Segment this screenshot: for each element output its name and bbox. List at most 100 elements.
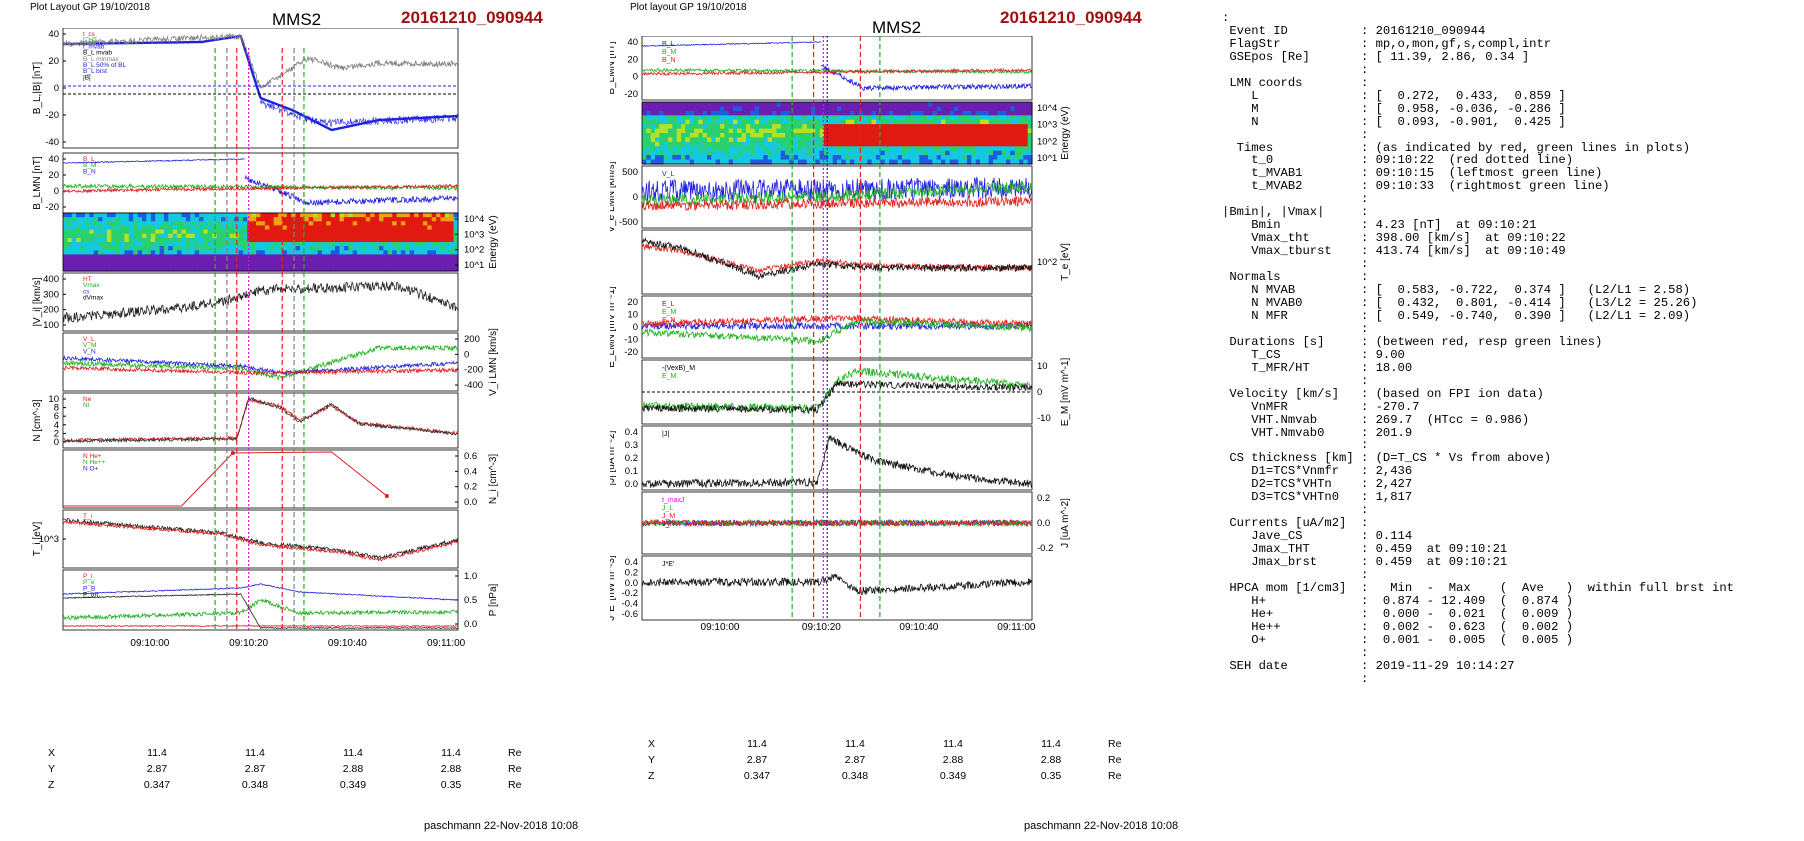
spectrogram-cell <box>828 146 834 152</box>
spectrogram-cell <box>694 115 699 121</box>
y-tick-label: 0 <box>633 322 638 333</box>
spectrogram-cell <box>177 250 183 255</box>
spectrogram-cell <box>150 229 156 235</box>
info-line: t_0 : 09:10:22 (red dotted line) <box>1222 153 1574 168</box>
y-tick-label: 10^2 <box>1037 136 1057 147</box>
spectrogram-cell <box>414 246 420 251</box>
spectrogram-cell <box>185 250 191 255</box>
spectrogram-cell <box>850 146 855 152</box>
spectrogram-cell <box>993 146 998 152</box>
spectrogram-cell <box>400 233 406 239</box>
spectrogram-cell <box>655 119 660 125</box>
spectrogram-cell <box>348 237 354 243</box>
spectrogram-cell <box>321 237 327 243</box>
spectrogram-cell <box>897 155 903 161</box>
spectrogram-cell <box>793 106 799 112</box>
spectrogram-cell <box>971 159 977 165</box>
spectrogram-cell <box>737 102 743 107</box>
spectrogram-cell <box>142 217 147 222</box>
spectrogram-cell <box>379 254 384 260</box>
spectrogram-cell <box>194 225 200 231</box>
spectrogram-cell <box>824 115 829 121</box>
spectrogram-cell <box>806 102 812 107</box>
spectrogram-cell <box>190 233 196 239</box>
spectrogram-cell <box>300 213 305 218</box>
spectrogram-cell <box>698 137 704 143</box>
spectrogram-cell <box>850 124 855 130</box>
spectrogram-cell <box>348 217 354 222</box>
spectrogram-cell <box>203 242 209 247</box>
spectrogram-cell <box>67 237 73 243</box>
spectrogram-cell <box>76 262 82 268</box>
spectrogram-cell <box>910 159 916 165</box>
spectrogram-cell <box>1010 124 1016 130</box>
spectrogram-cell <box>767 115 773 121</box>
spectrogram-cell <box>763 119 769 125</box>
spectrogram-cell <box>928 159 933 165</box>
spectrogram-cell <box>824 133 829 138</box>
x-tick-label: 09:11:00 <box>427 638 466 649</box>
info-line: H+ : 0.874 - 12.409 ( 0.874 ) <box>1222 593 1574 608</box>
spectrogram-cell <box>221 225 226 231</box>
spectrogram-cell <box>440 221 446 226</box>
spectrogram-cell <box>273 266 279 272</box>
spectrogram-cell <box>98 250 104 255</box>
spectrogram-cell <box>984 159 990 165</box>
spectrogram-cell <box>988 102 994 107</box>
spectrogram-cell <box>300 258 305 264</box>
spectrogram-cell <box>954 106 959 112</box>
spectrogram-cell <box>168 250 174 255</box>
spectrogram-cell <box>681 155 686 161</box>
spectrogram-cell <box>655 150 660 156</box>
spectrogram-cell <box>278 213 284 218</box>
spectrogram-cell <box>185 242 191 247</box>
spectrogram-cell <box>798 124 803 130</box>
spectrogram-cell <box>76 242 82 247</box>
spectrogram-cell <box>702 110 708 116</box>
spectrogram-cell <box>251 266 257 272</box>
spectrogram-cell <box>668 128 673 134</box>
spectrogram-cell <box>330 233 336 239</box>
spectrogram-cell <box>142 250 147 255</box>
spectrogram-cell <box>642 133 647 138</box>
spectrogram-cell <box>676 115 682 121</box>
spectrogram-cell <box>124 225 130 231</box>
spectrogram-cell <box>199 217 205 222</box>
spectrogram-cell <box>720 137 725 143</box>
spectrogram-cell <box>225 246 231 251</box>
spectrogram-cell <box>724 137 730 143</box>
y-tick-label: 0 <box>54 437 59 448</box>
spectrogram-cell <box>128 233 134 239</box>
spectrogram-cell <box>317 262 323 268</box>
spectrogram-cell <box>63 262 68 268</box>
spectrogram-cell <box>115 254 121 260</box>
spectrogram-cell <box>365 250 371 255</box>
position-value: 2.88 <box>440 763 462 775</box>
spectrogram-cell <box>387 254 393 260</box>
spectrogram-cell <box>889 137 894 143</box>
spectrogram-cell <box>317 229 323 235</box>
spectrogram-cell <box>1010 159 1016 165</box>
spectrogram-cell <box>163 242 169 247</box>
spectrogram-cell <box>256 254 262 260</box>
spectrogram-cell <box>383 221 389 226</box>
spectrogram-cell <box>159 250 165 255</box>
spectrogram-cell <box>414 225 420 231</box>
y-tick-label: 0.2 <box>1037 493 1050 504</box>
spectrogram-cell <box>269 254 275 260</box>
spectrogram-cell <box>880 150 886 156</box>
y-tick-label: 0.1 <box>625 466 638 477</box>
spectrogram-cell <box>76 250 82 255</box>
spectrogram-cell <box>225 254 231 260</box>
spectrogram-cell <box>207 250 213 255</box>
legend-label: N O+ <box>83 465 99 472</box>
spectrogram-cell <box>1023 155 1029 161</box>
spectrogram-cell <box>663 106 669 112</box>
spectrogram-cell <box>776 124 782 130</box>
spectrogram-cell <box>984 110 990 116</box>
spectrogram-cell <box>971 124 977 130</box>
spectrogram-cell <box>216 217 222 222</box>
spectrogram-cell <box>980 110 985 116</box>
spectrogram-cell <box>84 213 90 218</box>
spectrogram-cell <box>785 119 790 125</box>
